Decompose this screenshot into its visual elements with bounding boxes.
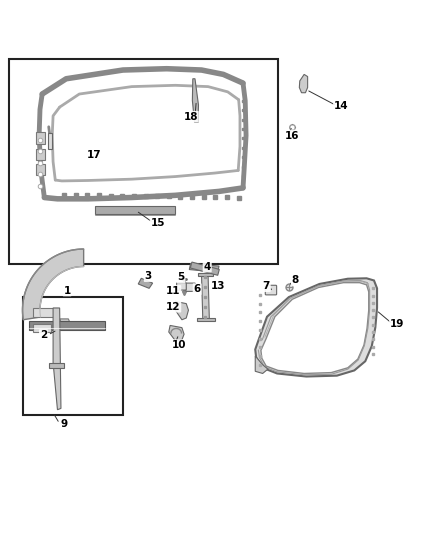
Bar xyxy=(36,149,45,159)
Text: 19: 19 xyxy=(390,319,404,329)
Polygon shape xyxy=(60,319,71,324)
Text: 5: 5 xyxy=(177,272,185,282)
Text: 15: 15 xyxy=(151,218,165,228)
Polygon shape xyxy=(53,308,61,410)
Text: 9: 9 xyxy=(60,419,67,429)
Polygon shape xyxy=(299,75,307,93)
Text: 18: 18 xyxy=(184,112,198,122)
Bar xyxy=(22,297,123,415)
FancyBboxPatch shape xyxy=(177,282,186,290)
Text: 1: 1 xyxy=(64,286,71,295)
Text: 7: 7 xyxy=(262,281,270,291)
Polygon shape xyxy=(261,282,369,374)
Bar xyxy=(95,206,175,214)
Polygon shape xyxy=(198,273,213,276)
Text: 4: 4 xyxy=(204,262,211,271)
Polygon shape xyxy=(255,356,268,374)
Text: 13: 13 xyxy=(211,281,226,291)
Polygon shape xyxy=(189,263,219,272)
Bar xyxy=(33,308,57,317)
Text: 11: 11 xyxy=(166,286,180,296)
Polygon shape xyxy=(49,362,64,368)
Polygon shape xyxy=(255,278,377,376)
Bar xyxy=(36,132,45,144)
Text: 10: 10 xyxy=(172,340,186,350)
Polygon shape xyxy=(192,79,198,123)
Polygon shape xyxy=(175,302,188,320)
Bar xyxy=(48,133,52,149)
Text: 12: 12 xyxy=(166,302,180,312)
FancyBboxPatch shape xyxy=(186,283,195,292)
Polygon shape xyxy=(197,318,215,321)
Polygon shape xyxy=(22,249,84,320)
Polygon shape xyxy=(138,278,152,288)
Polygon shape xyxy=(201,275,209,321)
Polygon shape xyxy=(169,326,184,341)
Text: 16: 16 xyxy=(285,131,300,141)
Text: 14: 14 xyxy=(334,101,349,111)
Bar xyxy=(36,164,45,175)
FancyBboxPatch shape xyxy=(265,285,277,295)
Text: 2: 2 xyxy=(40,330,47,340)
Text: 8: 8 xyxy=(292,276,299,286)
Bar xyxy=(191,262,219,276)
Text: 6: 6 xyxy=(194,284,201,294)
Bar xyxy=(33,324,51,332)
Text: 3: 3 xyxy=(145,271,152,281)
Bar xyxy=(29,321,106,330)
Bar xyxy=(10,59,278,264)
Text: 17: 17 xyxy=(87,150,102,160)
